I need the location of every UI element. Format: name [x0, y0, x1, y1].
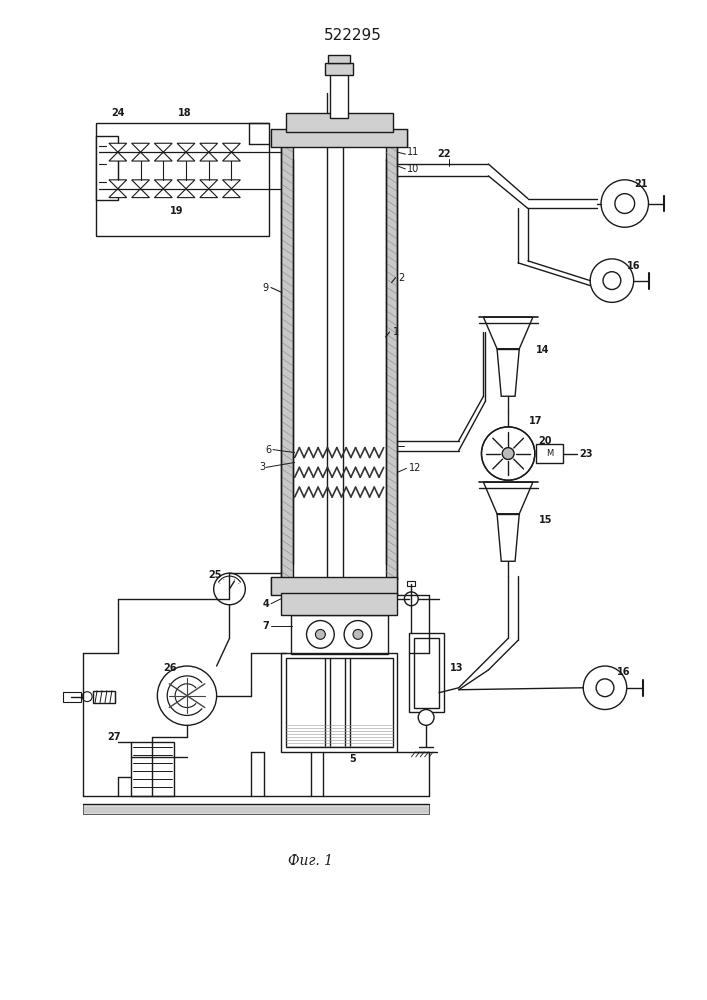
- Text: 16: 16: [617, 667, 631, 677]
- Text: 21: 21: [635, 179, 648, 189]
- Polygon shape: [109, 152, 127, 161]
- Polygon shape: [109, 180, 127, 189]
- Bar: [286, 658, 392, 747]
- Bar: [271, 577, 397, 595]
- Polygon shape: [132, 189, 149, 198]
- Bar: [96, 123, 269, 236]
- Polygon shape: [109, 189, 127, 198]
- Circle shape: [615, 194, 635, 213]
- Polygon shape: [200, 143, 218, 152]
- Polygon shape: [497, 349, 519, 396]
- Bar: [286, 722, 392, 747]
- Polygon shape: [223, 152, 240, 161]
- Bar: [385, 144, 397, 579]
- Circle shape: [596, 679, 614, 697]
- Bar: [131, 742, 174, 796]
- Polygon shape: [177, 152, 195, 161]
- Bar: [409, 633, 444, 712]
- Text: 19: 19: [170, 206, 184, 216]
- Bar: [325, 63, 353, 75]
- Polygon shape: [154, 143, 173, 152]
- Polygon shape: [132, 143, 149, 152]
- Bar: [291, 615, 387, 654]
- Circle shape: [344, 621, 372, 648]
- Circle shape: [82, 692, 92, 702]
- Text: 6: 6: [266, 445, 272, 455]
- Polygon shape: [223, 143, 240, 152]
- Circle shape: [481, 427, 534, 480]
- Circle shape: [601, 180, 648, 227]
- Text: 23: 23: [579, 449, 592, 459]
- Circle shape: [158, 666, 216, 725]
- Text: 25: 25: [208, 570, 221, 580]
- Bar: [96, 136, 118, 200]
- Text: Фиг. 1: Фиг. 1: [288, 854, 333, 868]
- Circle shape: [353, 629, 363, 639]
- Bar: [330, 73, 348, 118]
- Bar: [414, 638, 439, 708]
- Text: 26: 26: [163, 663, 177, 673]
- Bar: [286, 113, 392, 132]
- Bar: [93, 691, 115, 703]
- Text: 24: 24: [111, 108, 124, 118]
- Circle shape: [590, 259, 633, 302]
- Text: 3: 3: [259, 462, 265, 472]
- Text: 20: 20: [538, 436, 551, 446]
- Circle shape: [315, 629, 325, 639]
- Bar: [281, 144, 293, 579]
- Text: 7: 7: [262, 621, 269, 631]
- Text: 18: 18: [178, 108, 192, 118]
- Circle shape: [307, 621, 334, 648]
- Bar: [83, 804, 429, 814]
- Polygon shape: [109, 143, 127, 152]
- Text: 10: 10: [407, 164, 420, 174]
- Polygon shape: [177, 189, 195, 198]
- Text: 522295: 522295: [324, 28, 382, 43]
- Circle shape: [603, 272, 621, 290]
- Text: 17: 17: [529, 416, 542, 426]
- Bar: [328, 55, 350, 63]
- Text: 13: 13: [450, 663, 464, 673]
- Text: 16: 16: [626, 261, 641, 271]
- Circle shape: [214, 573, 245, 605]
- Polygon shape: [484, 317, 533, 349]
- Circle shape: [583, 666, 626, 710]
- Text: 1: 1: [392, 327, 399, 337]
- Text: 9: 9: [262, 283, 268, 293]
- Text: 15: 15: [539, 515, 552, 525]
- Polygon shape: [177, 180, 195, 189]
- Polygon shape: [154, 180, 173, 189]
- Text: 11: 11: [407, 147, 420, 157]
- Polygon shape: [200, 152, 218, 161]
- Bar: [64, 692, 81, 702]
- Polygon shape: [177, 143, 195, 152]
- Polygon shape: [223, 189, 240, 198]
- Text: 4: 4: [262, 599, 269, 609]
- Polygon shape: [132, 180, 149, 189]
- Polygon shape: [154, 152, 173, 161]
- Polygon shape: [154, 189, 173, 198]
- Circle shape: [419, 710, 434, 725]
- Circle shape: [502, 448, 514, 459]
- Text: 14: 14: [536, 345, 549, 355]
- Bar: [281, 593, 397, 615]
- Text: 5: 5: [350, 754, 356, 764]
- Text: 12: 12: [409, 463, 421, 473]
- Bar: [536, 444, 563, 463]
- Polygon shape: [200, 189, 218, 198]
- Polygon shape: [132, 152, 149, 161]
- Polygon shape: [497, 514, 519, 561]
- Text: 2: 2: [399, 273, 404, 283]
- Text: 27: 27: [107, 732, 121, 742]
- Bar: [271, 129, 407, 147]
- Polygon shape: [484, 482, 533, 514]
- Bar: [407, 581, 415, 586]
- Text: 22: 22: [437, 149, 450, 159]
- Circle shape: [404, 592, 419, 606]
- Bar: [281, 653, 397, 752]
- Polygon shape: [223, 180, 240, 189]
- Polygon shape: [200, 180, 218, 189]
- Text: M: M: [546, 449, 554, 458]
